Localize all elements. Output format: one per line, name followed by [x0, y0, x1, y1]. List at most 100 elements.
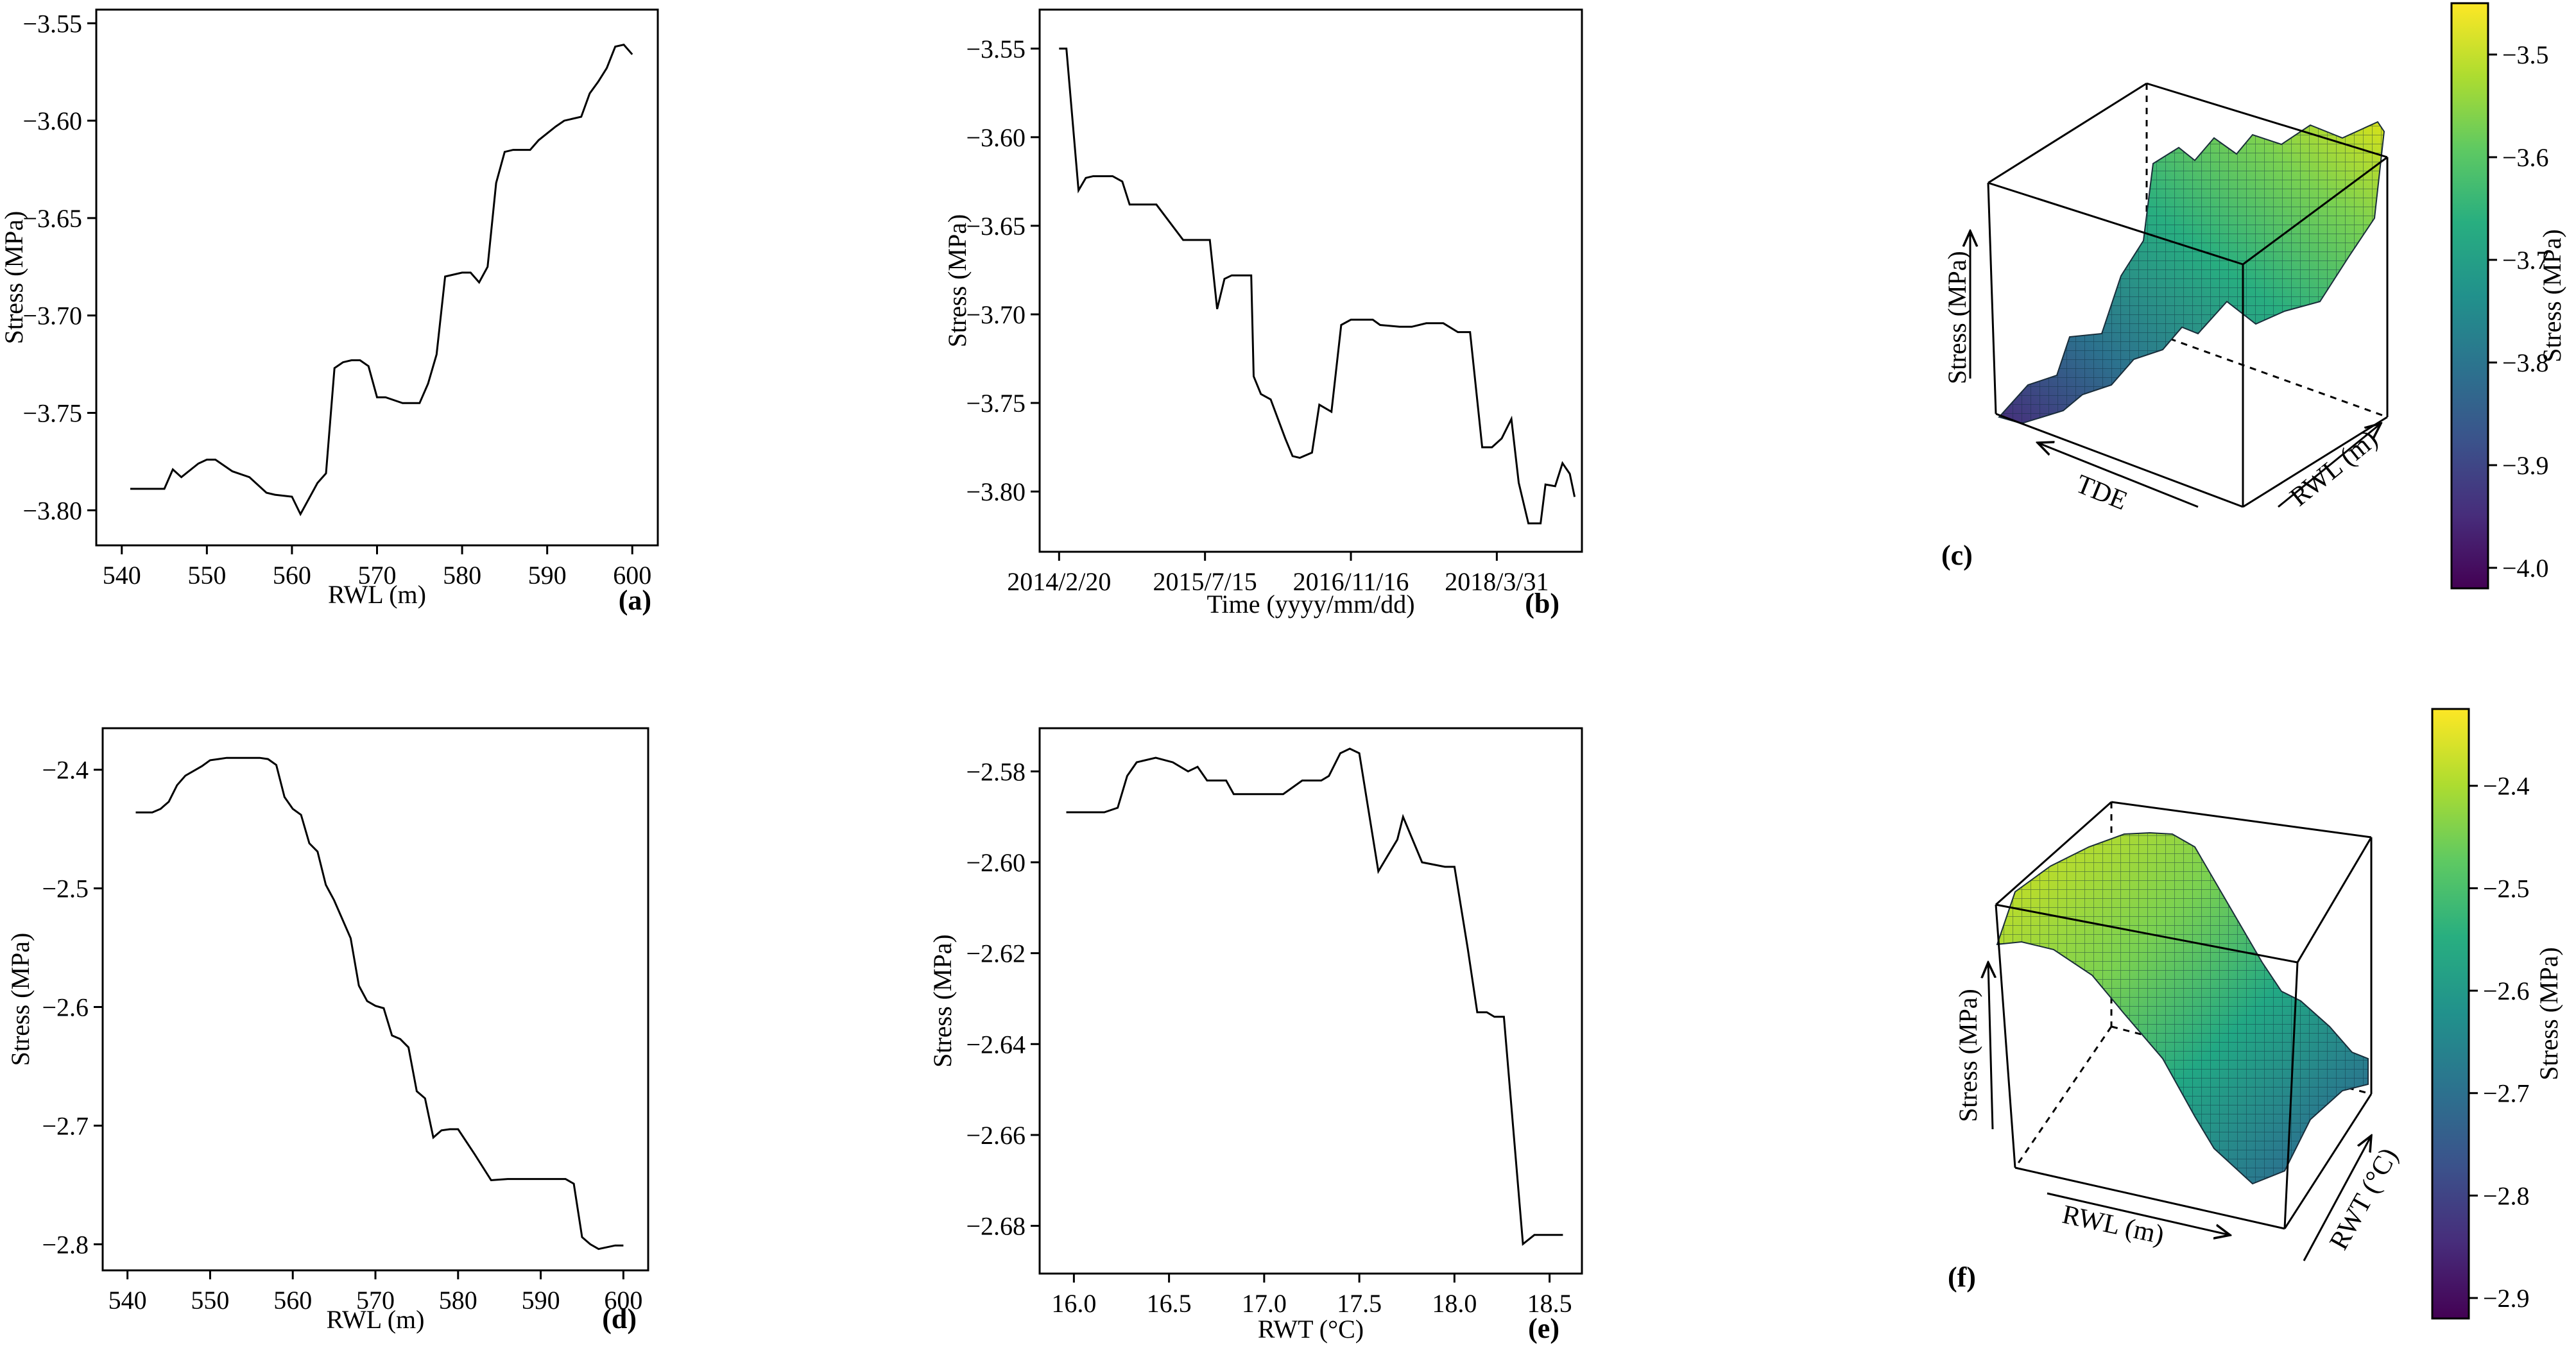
y-axis-label: Stress (MPa)	[943, 214, 972, 348]
colorbar-c-ticks: −3.5 −3.6 −3.7 −3.8 −3.9 −4.0	[2488, 40, 2549, 583]
x-tick-label: 590	[528, 561, 567, 590]
y-tick-label: −2.8	[42, 1230, 89, 1259]
y-tick-label: −3.55	[966, 35, 1026, 64]
panel-label-a: (a)	[619, 584, 651, 616]
panel-label-c: (c)	[1941, 540, 1973, 571]
rwl-axis-label: RWL (m)	[2285, 424, 2383, 512]
panel-label-e: (e)	[1528, 1313, 1559, 1344]
x-axis-label: RWL (m)	[328, 580, 426, 609]
x-tick-label: 560	[273, 561, 311, 590]
panel-d: 540 550 560 570 580 590 600 −2.8 −2.7 −2.6 −2.5 −2.…	[6, 727, 649, 1335]
colorbar-tick-label: −2.8	[2483, 1181, 2530, 1210]
box-edge-hidden	[2014, 1026, 2113, 1168]
y-tick-label: −2.4	[42, 756, 89, 785]
y-axis-label: Stress (MPa)	[0, 211, 28, 345]
x-axis-label: RWL (m)	[327, 1305, 425, 1334]
series-line	[135, 756, 624, 1250]
colorbar-c-label: Stress (MPa)	[2537, 229, 2566, 363]
surface-mesh	[1999, 122, 2384, 423]
x-tick-label: 580	[439, 1286, 477, 1315]
y-tick-label: −3.70	[22, 302, 82, 330]
rwl-axis-arrow	[2047, 1192, 2230, 1235]
y-axis-label: Stress (MPa)	[6, 933, 35, 1066]
colorbar-f-ticks: −2.4 −2.5 −2.6 −2.7 −2.8 −2.9	[2469, 772, 2530, 1313]
panel-b: 2014/2/20 2015/7/15 2016/11/16 2018/3/31 −3.…	[943, 8, 1583, 619]
x-tick-label: 600	[604, 1286, 642, 1315]
y-tick-label: −2.66	[966, 1121, 1026, 1150]
x-axis-label: Time (yyyy/mm/dd)	[1206, 590, 1414, 619]
x-tick-label: 2015/7/15	[1153, 567, 1257, 596]
panel-f-surface: Stress (MPa) RWL (m) RWT (°C) (f) −2.4−2…	[1948, 708, 2563, 1320]
colorbar-f-label: Stress (MPa)	[2534, 947, 2563, 1080]
colorbar-tick-label: −3.6	[2502, 143, 2549, 172]
y-tick-label: −3.65	[966, 212, 1026, 241]
colorbar-tick-label: −3.7	[2502, 246, 2549, 275]
x-tick-label: 540	[108, 1286, 147, 1315]
box-edge-hidden	[2146, 329, 2388, 418]
panel-label-d: (d)	[602, 1303, 637, 1335]
series-line	[130, 44, 633, 516]
colorbar-tick-label: −2.9	[2483, 1284, 2530, 1313]
y-tick-label: −3.65	[22, 204, 82, 233]
panel-label-f: (f)	[1948, 1261, 1976, 1293]
rwt-axis-arrow	[2303, 1136, 2371, 1261]
y-tick-label: −2.5	[42, 874, 89, 903]
colorbar-c	[2450, 2, 2489, 590]
y-tick-label: −2.7	[42, 1111, 89, 1140]
y-tick-label: −3.55	[22, 9, 82, 38]
y-tick-label: −3.75	[966, 389, 1026, 418]
y-tick-label: −3.75	[22, 399, 82, 428]
colorbar-tick-label: −2.4	[2483, 772, 2530, 801]
panel-e: 16.0 16.5 17.0 17.5 18.0 18.5 −2.68 −2.66 −2.64 −…	[928, 727, 1583, 1344]
stress-axis-label: Stress (MPa)	[1943, 251, 1971, 384]
x-tick-label: 550	[187, 561, 226, 590]
panel-label-b: (b)	[1525, 588, 1559, 619]
colorbar-tick-label: −4.0	[2502, 554, 2549, 583]
x-tick-label: 570	[356, 1286, 395, 1315]
x-tick-label: 580	[443, 561, 481, 590]
colorbar-tick-label: −3.5	[2502, 40, 2549, 69]
y-tick-label: −3.80	[966, 477, 1026, 506]
y-tick-label: −2.68	[966, 1212, 1026, 1241]
panel-c-surface: Stress (MPa) TDE RWL (m) (c) −3.5−3.6−3.…	[1941, 2, 2566, 590]
panel-a: 540 550 560 570 580 590 600 −3.80 −3.75 −3.70 −3.6…	[0, 8, 659, 616]
y-tick-label: −2.6	[42, 993, 89, 1022]
surface-mesh	[1997, 833, 2368, 1184]
rwl-axis-arrow	[2278, 423, 2381, 508]
tde-axis-arrow	[2038, 443, 2199, 508]
surface-box	[1995, 801, 2373, 1230]
plot-frame	[1038, 8, 1583, 553]
rwt-axis-label: RWT (°C)	[2324, 1143, 2403, 1255]
y-tick-label: −2.58	[966, 757, 1026, 786]
x-tick-label: 16.0	[1051, 1289, 1096, 1318]
y-axis-label: Stress (MPa)	[928, 934, 957, 1068]
colorbar-tick-label: −2.7	[2483, 1079, 2530, 1108]
colorbar-f	[2431, 708, 2470, 1320]
surface-box	[1987, 82, 2389, 508]
plot-frame	[1038, 727, 1583, 1275]
colorbar-tick-label: −2.6	[2483, 977, 2530, 1005]
x-tick-label: 16.5	[1147, 1289, 1192, 1318]
y-tick-label: −3.60	[966, 123, 1026, 152]
y-tick-label: −3.60	[22, 107, 82, 135]
x-axis-label: RWT (°C)	[1258, 1315, 1364, 1344]
y-tick-label: −3.80	[22, 496, 82, 525]
colorbar-tick-label: −3.8	[2502, 348, 2549, 377]
rwl-axis-label: RWL (m)	[2059, 1200, 2167, 1250]
series-line	[1059, 47, 1576, 525]
x-tick-label: 2016/11/16	[1293, 567, 1409, 596]
y-tick-label: −3.70	[966, 300, 1026, 329]
stress-axis-arrow	[1988, 962, 1993, 1130]
x-tick-label: 600	[613, 561, 651, 590]
x-tick-label: 570	[358, 561, 397, 590]
stress-axis-label: Stress (MPa)	[1953, 989, 1982, 1122]
y-tick-label: −2.64	[966, 1030, 1026, 1059]
y-tick-label: −2.60	[966, 848, 1026, 877]
colorbar-tick-label: −2.5	[2483, 874, 2530, 903]
x-tick-label: 550	[191, 1286, 229, 1315]
x-tick-label: 2014/2/20	[1007, 567, 1111, 596]
x-tick-label: 590	[522, 1286, 560, 1315]
x-tick-label: 17.5	[1337, 1289, 1382, 1318]
plot-frame	[95, 8, 659, 547]
